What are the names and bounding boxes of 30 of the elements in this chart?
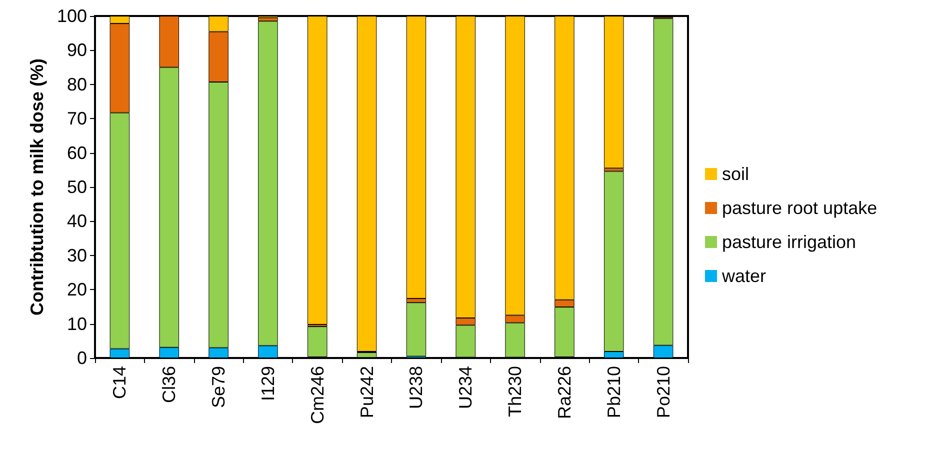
y-axis-title: Contribtution to milk dose (%) (27, 58, 48, 316)
x-tick-label: Ra226 (554, 366, 574, 420)
y-tick-label: 80 (66, 74, 87, 94)
bar (406, 302, 426, 356)
x-tick-label: Po210 (653, 366, 674, 418)
y-tick-label: 0 (76, 348, 87, 368)
bar (307, 326, 328, 357)
x-tick-label: Pu242 (356, 366, 377, 418)
x-tick-label: Th230 (505, 366, 526, 418)
y-tick-label: 100 (56, 6, 87, 26)
y-tick-label: 90 (66, 40, 87, 60)
x-tick-label: Cl36 (159, 366, 180, 404)
legend-label: soil (722, 164, 750, 184)
y-tick-label: 70 (66, 108, 87, 129)
y-tick-label: 40 (66, 211, 87, 232)
x-tick-label: Se79 (208, 366, 229, 408)
x-tick-label: I129 (258, 366, 278, 402)
x-tick-label: C14 (110, 366, 130, 400)
y-tick-label: 30 (66, 245, 87, 266)
legend-label: pasture irrigation (722, 232, 856, 252)
x-tick-label: Cm246 (307, 366, 328, 424)
y-tick-label: 20 (66, 280, 87, 300)
y-tick-label: 60 (66, 142, 87, 163)
x-tick-label: Pb210 (604, 366, 624, 418)
y-tick-label: 50 (66, 177, 87, 197)
x-tick-label: U238 (406, 366, 426, 410)
x-tick-label: U234 (456, 366, 476, 410)
legend-label: water (721, 266, 766, 286)
y-tick-label: 10 (66, 314, 87, 334)
legend-label: pasture root uptake (722, 198, 878, 218)
